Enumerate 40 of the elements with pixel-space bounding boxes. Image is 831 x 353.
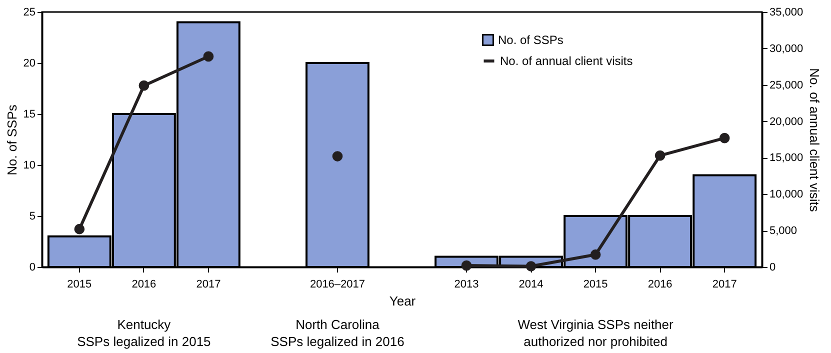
y-tick-label: 10 (23, 160, 36, 172)
x-tick-label: 2016–2017 (310, 278, 366, 290)
text: Kentucky SSPs legalized in 2015 (77, 317, 211, 349)
y-tick-label: 0 (29, 262, 36, 274)
y-tick-label: 15 (23, 108, 36, 120)
text: North Carolina SSPs legalized in 2016 (270, 317, 404, 349)
point (526, 261, 536, 272)
x-tick-label: 2013 (454, 278, 479, 290)
y2-tick-label: 10,000 (770, 188, 804, 201)
x-tick-label: 2015 (67, 278, 92, 290)
y2-tick-label: 35,000 (770, 6, 804, 18)
text: West Virginia SSPs neither authorized nor prohibited (518, 317, 674, 349)
y2-tick-label: 15,000 (770, 152, 804, 164)
legend-label: No. of SSPs (498, 33, 564, 47)
point (654, 150, 666, 161)
point (590, 249, 601, 260)
point (203, 51, 214, 62)
x-tick-label: 2016 (132, 278, 156, 290)
legend-label: No. of annual client visits (500, 54, 633, 68)
x-tick-label: 2017 (196, 278, 221, 290)
x-tick-label: 2016 (648, 278, 672, 290)
x-tick-label: 2014 (518, 278, 544, 290)
y-tick-label: 25 (23, 6, 36, 18)
x-tick-label: 2017 (712, 278, 737, 290)
point (332, 151, 343, 162)
y-tick-label: 20 (23, 58, 36, 70)
point (719, 132, 730, 144)
y2-axis-title: No. of annual client visits (807, 68, 822, 212)
point (74, 224, 85, 234)
y2-tick-label: 5,000 (770, 225, 798, 238)
y-tick-label: 5 (29, 210, 36, 222)
point (138, 80, 150, 91)
y2-tick-label: 25,000 (770, 79, 804, 92)
y2-tick-label: 20,000 (770, 116, 804, 128)
y2-tick-label: 30,000 (770, 42, 804, 55)
y-axis-title: No. of SSPs (4, 104, 20, 176)
point (461, 260, 472, 271)
x-axis-title: Year (389, 294, 416, 308)
y2-tick-label: 0 (770, 262, 776, 274)
x-tick-label: 2015 (583, 278, 608, 290)
